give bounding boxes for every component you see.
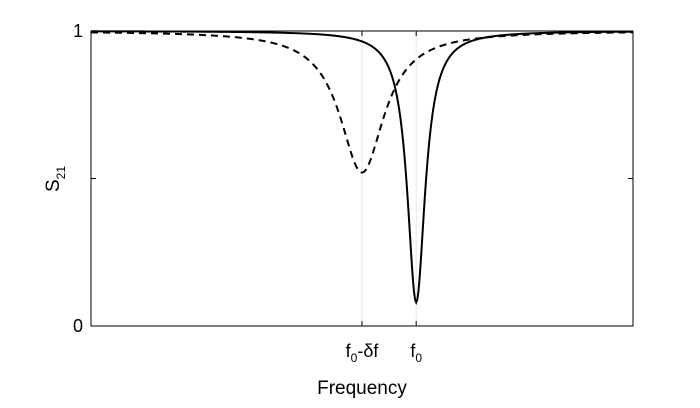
y-axis-label: S21 <box>43 166 68 192</box>
x-tick-label-0: f0-δf <box>346 341 380 365</box>
series-group <box>90 30 634 306</box>
y-axis-label-main: S <box>43 179 64 192</box>
x-tick-label-1: f0 <box>410 341 422 365</box>
grid-lines <box>361 31 417 326</box>
y-tick-label-2: 1 <box>73 21 83 41</box>
y-axis-label-sub: 21 <box>54 166 68 180</box>
series-line-dashed <box>90 31 634 174</box>
y-tick-label-0: 0 <box>73 316 83 336</box>
series-line-solid <box>91 30 633 306</box>
y-tick-labels: 01 <box>73 21 83 336</box>
x-axis-label: Frequency <box>317 378 407 399</box>
x-tick-labels: f0-δf f0 <box>346 341 423 365</box>
